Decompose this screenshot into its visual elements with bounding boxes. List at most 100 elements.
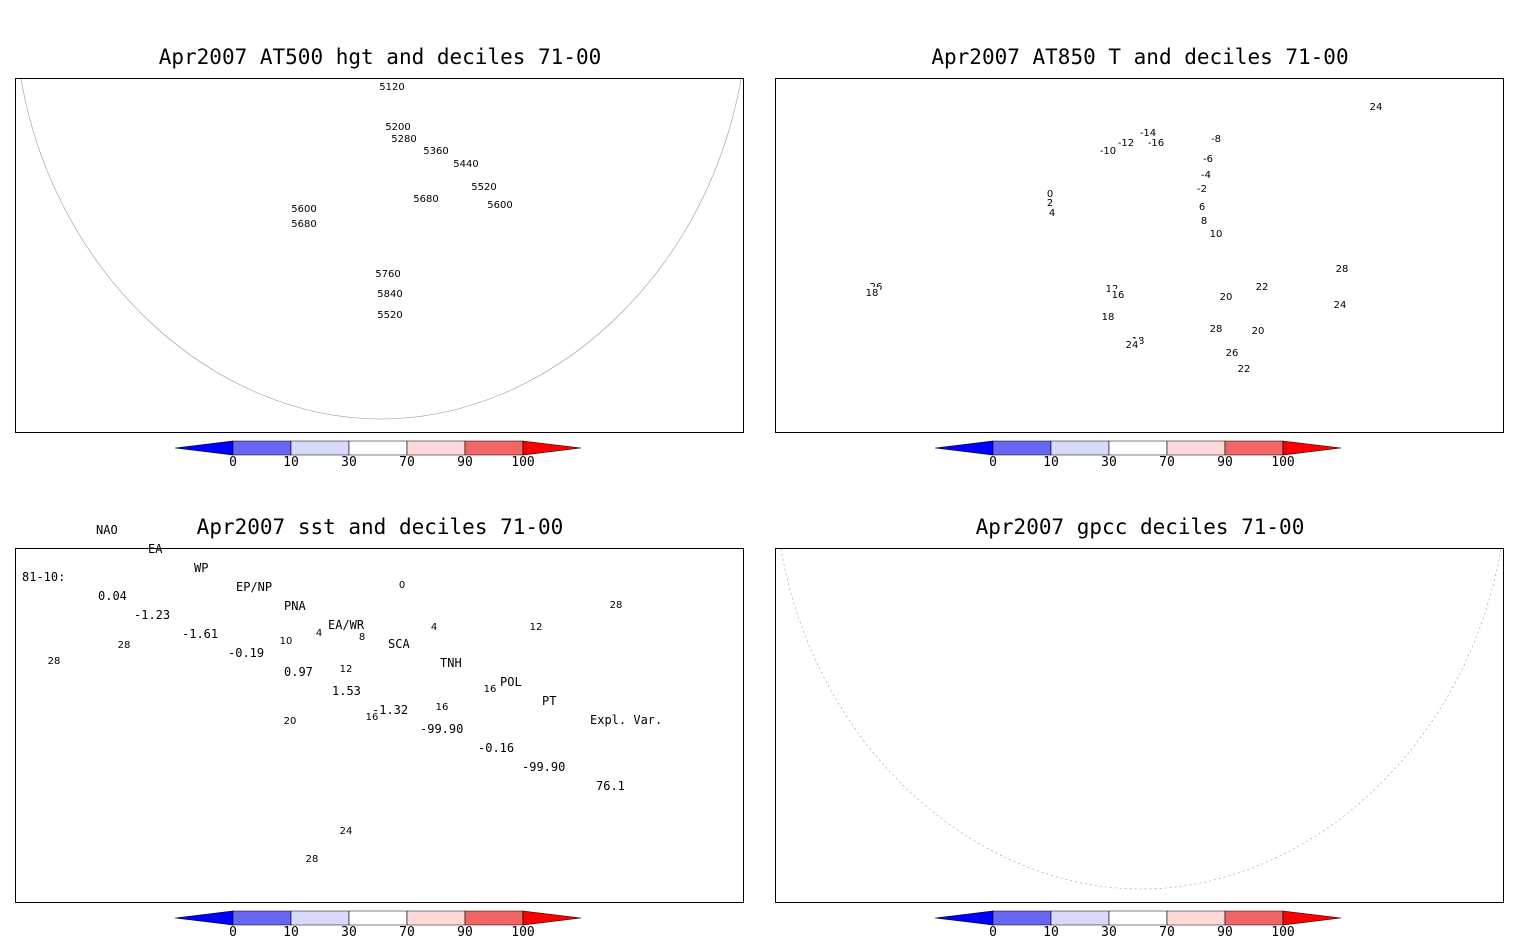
contour-label: 12 xyxy=(340,664,353,675)
contour-label: 22 xyxy=(1238,364,1251,375)
indices-value-row: 81-10: 0.04 -1.23 -1.61 -0.19 0.97 1.53 … xyxy=(22,549,762,793)
colorbar-swatch xyxy=(935,910,994,926)
colorbar-swatch xyxy=(1050,910,1110,926)
colorbar-sst: 0 10 30 70 90 100 xyxy=(175,910,585,940)
panel-title-gpcc: Apr2007 gpcc deciles 71-00 xyxy=(975,515,1305,539)
contour-label-bg xyxy=(278,635,294,646)
index-value: -1.23 xyxy=(134,608,171,622)
contour-label: 0 xyxy=(399,580,405,591)
colorbar-swatch xyxy=(1050,440,1110,456)
index-header: EP/NP xyxy=(236,580,273,594)
contour-label-bg xyxy=(376,288,404,299)
contour-label: 5680 xyxy=(413,194,438,205)
colorbar-tick-label: 30 xyxy=(1101,925,1117,940)
colorbar-swatch xyxy=(232,910,292,926)
colorbar-swatch xyxy=(232,440,292,456)
index-header: EA xyxy=(148,542,163,556)
contour-label-bg xyxy=(1124,339,1140,350)
contour-label-bg xyxy=(412,193,440,204)
index-header: TNH xyxy=(440,656,462,670)
contour-label: 5840 xyxy=(377,289,402,300)
index-value: -0.16 xyxy=(478,741,515,755)
colorbar-swatch xyxy=(935,440,994,456)
contour-label: 4 xyxy=(1049,208,1055,219)
index-header: EA/WR xyxy=(328,618,365,632)
contour-label-bg xyxy=(376,309,404,320)
index-header: POL xyxy=(500,675,522,689)
contour-label-bg xyxy=(1097,145,1119,156)
contour-label-bg xyxy=(357,631,367,642)
colorbar-tick-label: 100 xyxy=(1271,455,1295,470)
contour-label: 8 xyxy=(359,632,365,643)
contour-label: 18 xyxy=(1102,312,1115,323)
contour-label: 28 xyxy=(610,600,623,611)
contour-label: 28 xyxy=(1336,264,1349,275)
contour-label-bg xyxy=(1218,291,1234,302)
contour-label-bg xyxy=(290,203,318,214)
colorbar-swatch xyxy=(464,910,524,926)
teleconnection-indices: NAO EA WP EP/NP PNA EA/WR SCA TNH POL PT… xyxy=(22,474,762,793)
colorbar-tick-label: 30 xyxy=(1101,455,1117,470)
contour-label: 5520 xyxy=(377,310,402,321)
contour-label: 24 xyxy=(1126,340,1139,351)
contour-label: 5680 xyxy=(291,219,316,230)
contour-label: 18 xyxy=(866,288,879,299)
index-value: -1.32 xyxy=(372,703,409,717)
colorbar-swatch xyxy=(348,440,408,456)
contour-label-bg xyxy=(290,218,318,229)
colorbar-tick-label: 10 xyxy=(1043,455,1059,470)
colorbar-swatch xyxy=(290,910,350,926)
contour-label-bg xyxy=(608,599,624,610)
contour-label: -2 xyxy=(1197,184,1207,195)
map-panel-sst: 28 28 20 16 12 8 4 4 10 0 16 16 12 28 24 28 xyxy=(15,548,744,903)
contour-label-bg xyxy=(304,853,320,864)
colorbar-swatch xyxy=(1224,440,1284,456)
colorbar-swatch xyxy=(992,910,1052,926)
colorbar-tick-label: 90 xyxy=(1217,925,1233,940)
map-panel-hgt: 5120 5200 5280 5360 5440 5520 5600 5680 5760 5840… xyxy=(15,78,744,433)
contour-label-bg xyxy=(314,627,324,638)
contour-label: 22 xyxy=(1256,282,1269,293)
contour-label: 16 xyxy=(1112,290,1125,301)
colorbar-swatch xyxy=(522,910,582,926)
colorbar-tick-label: 70 xyxy=(399,925,415,940)
contour-label: 16 xyxy=(366,712,379,723)
map-panel-gpcc xyxy=(775,548,1504,903)
colorbar-swatch xyxy=(1166,910,1226,926)
map-panel-t850: -16-14-12-10-8-6-4-202468101216181820202… xyxy=(775,78,1504,433)
index-value: 0.04 xyxy=(98,589,127,603)
contour-label-bg xyxy=(1332,299,1348,310)
contour-label: -8 xyxy=(1211,134,1221,145)
colorbar-swatch xyxy=(290,440,350,456)
contour-label-bg xyxy=(384,121,412,132)
contour-label: 5280 xyxy=(391,134,416,145)
contour-label-bg xyxy=(1194,183,1210,194)
colorbar-tick-label: 0 xyxy=(229,925,237,940)
colorbar-tick-label: 90 xyxy=(457,455,473,470)
indices-header-row: NAO EA WP EP/NP PNA EA/WR SCA TNH POL PT… xyxy=(22,502,762,727)
colorbar-tick-label: 70 xyxy=(1159,925,1175,940)
colorbar-tick-label: 0 xyxy=(229,455,237,470)
contour-label-bg xyxy=(528,621,544,632)
index-value: 1.53 xyxy=(332,684,361,698)
contour-label: 0 xyxy=(1047,189,1053,200)
colorbar-swatches xyxy=(935,440,1342,456)
contour-label-bg xyxy=(390,133,418,144)
index-header: Expl. Var. xyxy=(590,713,663,727)
contour-labels-sst: 28 28 20 16 12 8 4 4 10 0 16 16 12 28 24 28 xyxy=(46,579,624,865)
contour-label-bg xyxy=(1208,133,1224,144)
colorbar-t850: 0 10 30 70 90 100 xyxy=(935,440,1345,476)
colorbar-tick-label: 10 xyxy=(1043,925,1059,940)
contour-labels-t850: -16-14-12-10-8-6-4-202468101216181820202… xyxy=(864,101,1384,375)
colorbar-swatch xyxy=(406,440,466,456)
contour-label-bg xyxy=(1368,101,1384,112)
contour-label-bg xyxy=(452,158,480,169)
contour-label-bg xyxy=(1250,325,1266,336)
colorbar-swatch xyxy=(175,910,234,926)
contour-label: 28 xyxy=(118,640,131,651)
contour-label-bg xyxy=(282,715,298,726)
contour-label-bg xyxy=(1145,137,1167,148)
contour-label-bg xyxy=(1045,188,1055,199)
index-value: -99.90 xyxy=(522,760,566,774)
colorbar-tick-label: 100 xyxy=(511,925,535,940)
